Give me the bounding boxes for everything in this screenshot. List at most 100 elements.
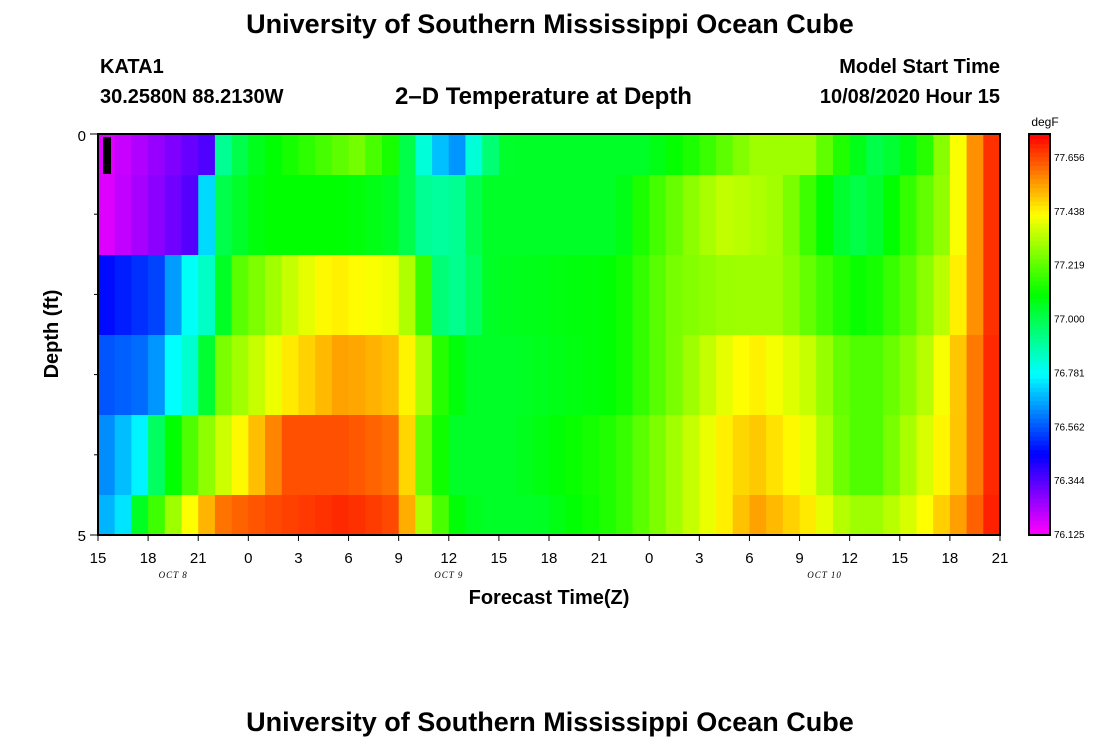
heatmap-cell: [832, 495, 851, 535]
heatmap-cell: [849, 495, 867, 535]
colorbar-swatch: [1030, 343, 1049, 349]
heatmap-cell: [782, 495, 801, 535]
heatmap-cell: [164, 255, 183, 335]
colorbar-swatch: [1030, 463, 1049, 468]
heatmap-cell: [983, 255, 1001, 335]
heatmap-cell: [983, 415, 1001, 495]
colorbar-swatch: [1030, 228, 1049, 234]
colorbar-swatch: [1030, 135, 1049, 140]
heatmap-cell: [665, 415, 684, 495]
heatmap-cell: [766, 415, 784, 495]
colorbar-swatch: [1030, 498, 1049, 504]
heatmap-cell: [198, 134, 216, 175]
heatmap-cell: [532, 415, 550, 495]
heatmap-cell: [983, 335, 1001, 415]
heatmap-cell: [164, 335, 183, 415]
colorbar-swatch: [1030, 449, 1049, 455]
heatmap-cell: [749, 495, 767, 535]
heatmap-cell: [933, 415, 951, 495]
heatmap-cell: [315, 335, 333, 415]
heatmap-cell: [398, 415, 416, 495]
colorbar-swatch: [1030, 210, 1049, 216]
y-tick-label-bottom: 5: [78, 528, 86, 545]
heatmap-cell: [348, 495, 366, 535]
heatmap-cell: [816, 415, 834, 495]
heatmap-cell: [565, 495, 583, 535]
heatmap-cell: [716, 175, 734, 255]
y-tick-label-top: 0: [78, 128, 86, 145]
heatmap-cell: [866, 134, 884, 175]
heatmap-cell: [849, 335, 867, 415]
colorbar-swatch: [1030, 330, 1049, 335]
colorbar-swatch: [1030, 321, 1049, 327]
heatmap-cell: [415, 134, 433, 175]
heatmap-cell: [164, 175, 183, 255]
heatmap-cell: [231, 134, 249, 175]
colorbar-swatch: [1030, 494, 1049, 500]
colorbar-swatch: [1030, 285, 1049, 291]
heatmap-cell: [265, 255, 283, 335]
colorbar-swatch: [1030, 347, 1049, 353]
heatmap-cell: [799, 335, 817, 415]
heatmap-cell: [198, 335, 216, 415]
heatmap-cell: [816, 255, 834, 335]
heatmap-cell: [966, 255, 984, 335]
date-labels: OCT 8 OCT 9 OCT 10: [159, 570, 841, 580]
x-axis-label: Forecast Time(Z): [469, 587, 630, 609]
x-tick-label: 12: [440, 550, 457, 567]
y-axis-ticks: [90, 133, 98, 536]
heatmap-cell: [148, 495, 166, 535]
heatmap-cell: [348, 134, 366, 175]
colorbar-swatch: [1030, 374, 1049, 380]
x-axis-ticks: [97, 535, 1001, 541]
colorbar-swatch: [1030, 502, 1049, 508]
heatmap-cell: [866, 175, 884, 255]
heatmap-cell: [365, 134, 383, 175]
colorbar-swatch: [1030, 467, 1049, 473]
heatmap-cell: [682, 134, 700, 175]
colorbar-swatch: [1030, 520, 1049, 526]
heatmap-cell: [933, 495, 951, 535]
heatmap-cell: [532, 335, 550, 415]
heatmap-cell: [983, 175, 1001, 255]
colorbar-swatch: [1030, 334, 1049, 340]
x-tick-label: 6: [344, 550, 352, 567]
heatmap-cell: [465, 335, 483, 415]
heatmap-cell: [415, 415, 433, 495]
heatmap-cell: [549, 415, 567, 495]
heatmap-cell: [849, 175, 867, 255]
colorbar-swatch: [1030, 188, 1049, 194]
colorbar-swatch: [1030, 263, 1049, 269]
heatmap-cell: [415, 255, 433, 335]
colorbar-swatch: [1030, 299, 1049, 304]
heatmap-cell: [265, 335, 283, 415]
heatmap-cell: [381, 415, 400, 495]
colorbar-swatch: [1030, 205, 1049, 211]
heatmap-cell: [181, 134, 199, 175]
colorbar-tick-label: 77.219: [1054, 261, 1085, 272]
heatmap-cell: [665, 495, 684, 535]
heatmap-cell: [114, 415, 132, 495]
heatmap-cell: [816, 134, 834, 175]
heatmap-cell: [331, 495, 350, 535]
colorbar-swatch: [1030, 214, 1049, 220]
heatmap-cell: [198, 255, 216, 335]
colorbar-swatch: [1030, 401, 1049, 406]
heatmap-cell: [315, 134, 333, 175]
heatmap-cell: [599, 335, 617, 415]
heatmap-cell: [131, 175, 149, 255]
heatmap-cell: [699, 255, 717, 335]
heatmap-cell: [448, 495, 467, 535]
colorbar-swatch: [1030, 476, 1049, 482]
heatmap-cell: [582, 415, 600, 495]
heatmap-cell: [599, 175, 617, 255]
heatmap-cell: [916, 415, 934, 495]
heatmap-cell: [114, 134, 132, 175]
heatmap-cell: [883, 134, 901, 175]
colorbar-tick-label: 76.781: [1054, 368, 1085, 379]
heatmap-cell: [599, 495, 617, 535]
heatmap-cell: [465, 415, 483, 495]
heatmap-cell: [248, 175, 266, 255]
colorbar-swatch: [1030, 276, 1049, 282]
heatmap-cell: [816, 175, 834, 255]
